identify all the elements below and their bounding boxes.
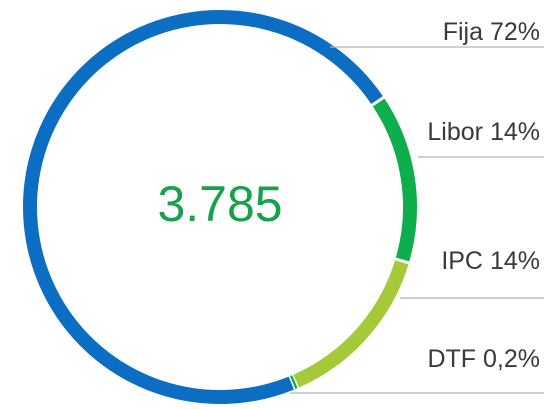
value-label: 72% [490, 18, 540, 46]
segment-label: IPC 14% [441, 247, 540, 275]
segment-label: Libor 14% [427, 118, 540, 146]
category-name: Libor [427, 118, 483, 146]
category-name: DTF [427, 345, 476, 373]
category-name: IPC [441, 247, 483, 275]
donut-segment [293, 260, 409, 388]
donut-segment [290, 375, 298, 390]
segment-label: DTF 0,2% [427, 345, 540, 373]
center-label: 3.785 [157, 176, 282, 232]
value-label: 14% [490, 247, 540, 275]
segment-label: Fija 72% [443, 18, 540, 46]
value-label: 0,2% [483, 345, 540, 373]
donut-segment [23, 10, 383, 404]
category-name: Fija [443, 18, 483, 46]
value-label: 14% [490, 118, 540, 146]
donut-segment [372, 98, 417, 262]
